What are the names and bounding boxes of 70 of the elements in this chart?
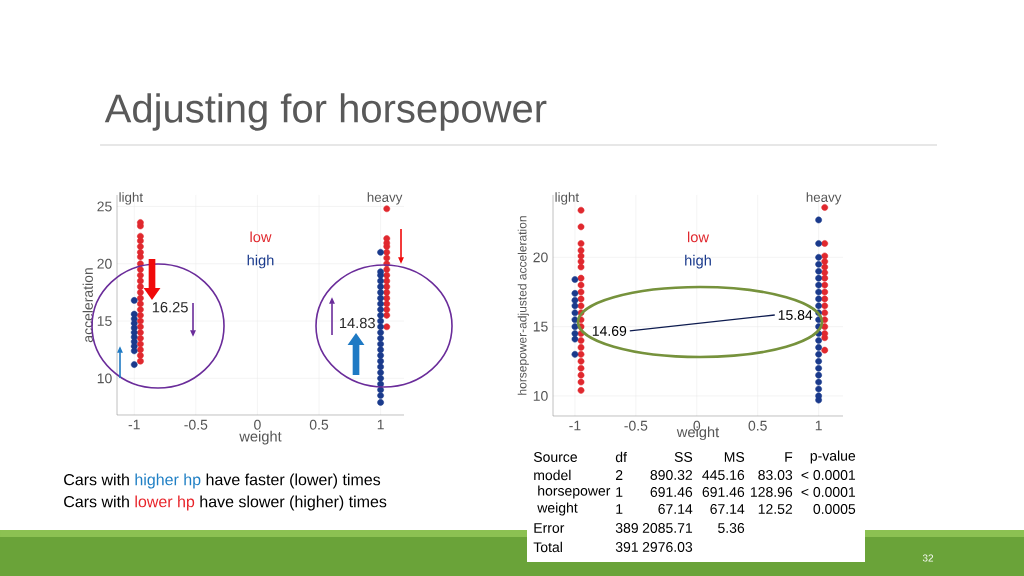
annotation: 16.25 [152, 302, 188, 313]
chart-title: Adjusting for horsepower [104, 93, 547, 131]
text: 389 [615, 523, 638, 533]
text: 67.14 [658, 504, 693, 514]
text: 691.46 [702, 487, 745, 497]
text: 5.36 [718, 523, 745, 533]
text: high [685, 254, 711, 269]
text: low [250, 231, 272, 243]
x-tick-label: 0 [254, 419, 261, 430]
text: 1 [616, 504, 623, 514]
y-tick-label: 20 [97, 258, 112, 269]
text: high [247, 254, 274, 269]
annotation: light [555, 192, 579, 205]
text: Total [533, 541, 562, 553]
text: SS [674, 452, 693, 462]
data-label: 15.84 [778, 310, 813, 320]
text: low [687, 231, 710, 243]
text: weight [537, 502, 578, 516]
text: < 0.0001 [801, 470, 856, 480]
text: have faster (lower) times [206, 473, 381, 489]
x-tick-label: 1 [377, 419, 384, 430]
annotation: 14.83 [339, 317, 375, 329]
x-tick-label: 0.5 [309, 419, 329, 430]
text: df [615, 451, 627, 463]
y-tick-label: 25 [97, 201, 112, 212]
text: 691.46 [650, 487, 693, 497]
text: 2 [615, 470, 623, 480]
text: 67.14 [710, 504, 745, 514]
text: p-value [810, 450, 856, 464]
text: horsepower [538, 485, 611, 499]
x-tick-label: -0.5 [624, 420, 648, 431]
annotation: light [119, 192, 143, 205]
y-axis-title: horsepower-adjusted acceleration [517, 216, 529, 395]
text: 1 [616, 487, 623, 497]
text: 32 [922, 554, 934, 562]
text: 2085.71 [642, 523, 693, 533]
text: Cars with [64, 473, 129, 486]
text: MS [724, 452, 745, 462]
x-tick-label: -1 [128, 419, 140, 430]
text: model [534, 469, 571, 481]
text: Cars with [64, 495, 129, 508]
text: 12.52 [758, 504, 793, 514]
x-tick-label: 0.5 [748, 420, 767, 431]
text: 0.0005 [813, 504, 856, 514]
text: 445.16 [702, 470, 745, 480]
x-axis-title: weight [239, 430, 282, 445]
x-tick-label: 1 [815, 420, 822, 431]
annotation: heavy [806, 192, 842, 205]
y-tick-label: 10 [97, 373, 112, 384]
text: higher hp [135, 473, 201, 489]
annotation: heavy [367, 192, 403, 205]
text: Error [534, 523, 565, 533]
data-label: 14.69 [592, 325, 627, 336]
text: 391 [615, 542, 638, 552]
text: < 0.0001 [801, 487, 856, 497]
text: have slower (higher) times [200, 495, 387, 511]
text: lower hp [135, 495, 195, 511]
y-tick-label: 20 [533, 252, 548, 263]
text: 128.96 [750, 487, 793, 497]
y-tick-label: 15 [97, 316, 112, 326]
x-tick-label: -0.5 [184, 419, 208, 430]
text: 2976.03 [642, 542, 693, 552]
y-tick-label: 10 [533, 390, 548, 401]
x-tick-label: -1 [569, 420, 581, 431]
text: F [785, 452, 793, 462]
text: Source [533, 452, 577, 462]
text: 890.32 [650, 470, 693, 480]
text: 83.03 [758, 470, 793, 480]
y-tick-label: 15 [533, 321, 548, 332]
y-axis-title: acceleration [82, 268, 93, 343]
